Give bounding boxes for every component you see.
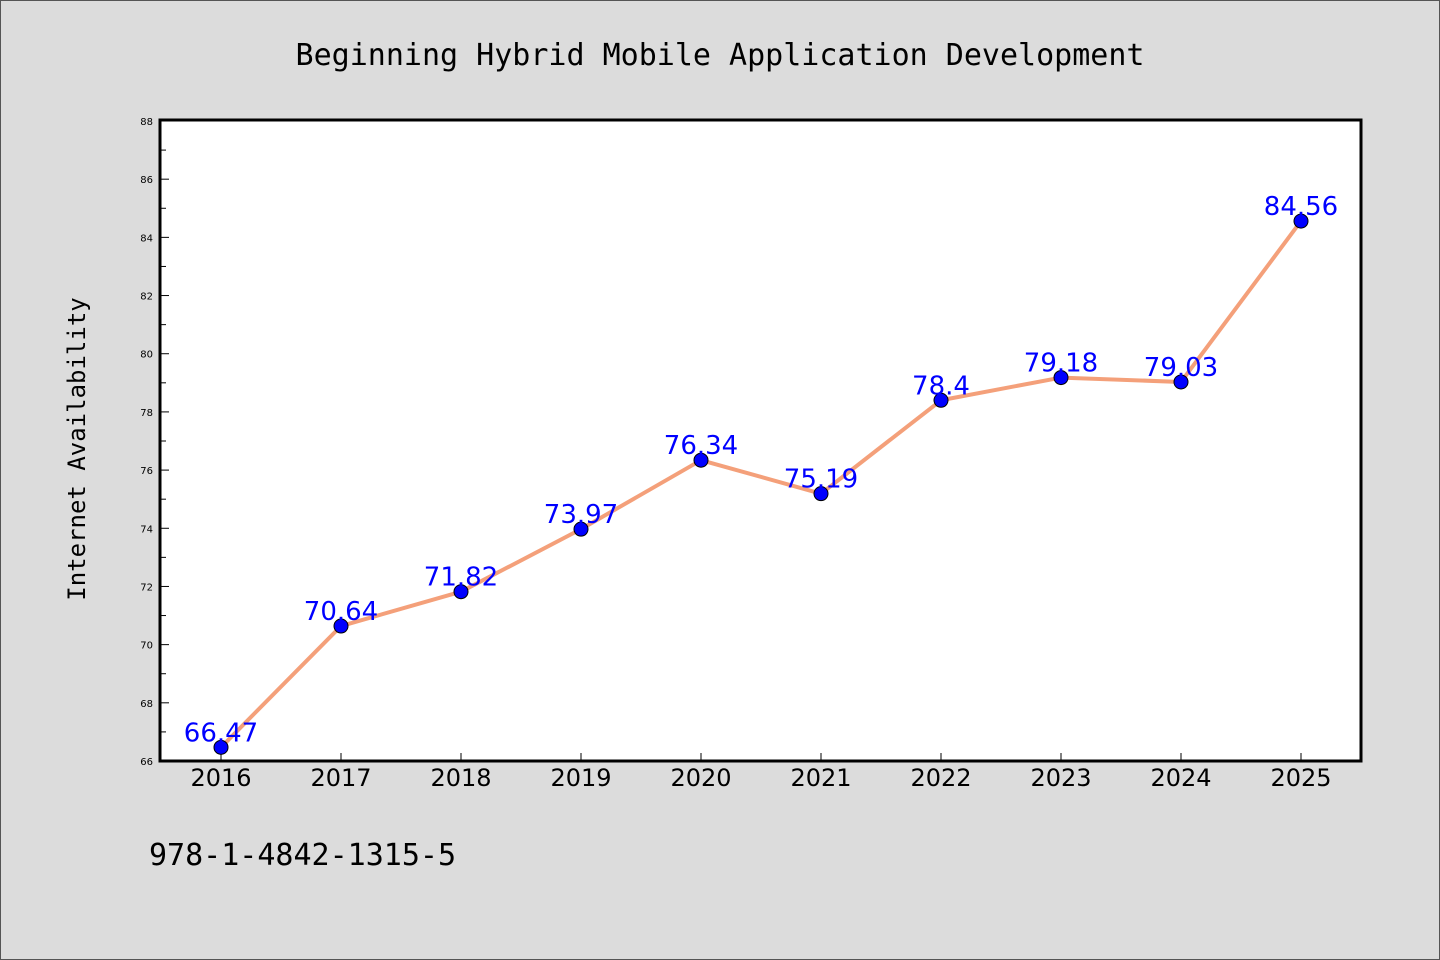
data-point [573, 521, 589, 537]
y-tick-label: 66 [140, 757, 153, 768]
data-label: 78.4 [912, 371, 970, 401]
y-tick-label: 82 [140, 292, 153, 303]
x-tick-label: 2024 [1150, 764, 1211, 792]
x-tick-label: 2022 [910, 764, 971, 792]
y-tick-label: 88 [140, 117, 153, 128]
y-tick-label: 72 [140, 582, 153, 593]
data-label: 79.03 [1144, 353, 1218, 383]
y-axis-ticks: 66 68 70 72 74 76 78 80 82 84 86 88 [140, 117, 169, 768]
data-point [1293, 213, 1309, 229]
x-tick-label: 2017 [310, 764, 371, 792]
x-tick-label: 2020 [670, 764, 731, 792]
y-tick-label: 76 [140, 466, 153, 477]
data-label: 76.34 [664, 431, 738, 461]
y-tick-label: 78 [140, 408, 153, 419]
data-point [1053, 370, 1069, 386]
series-line [219, 219, 1303, 749]
data-series: 66.47 70.64 71.82 73.97 76.34 75.19 78.4 79.18 7… [184, 192, 1338, 755]
chart-title: Beginning Hybrid Mobile Application Deve… [296, 38, 1145, 73]
data-label: 79.18 [1024, 349, 1098, 379]
data-point [453, 584, 469, 600]
data-label: 84.56 [1264, 192, 1338, 222]
y-tick-label: 68 [140, 699, 153, 710]
data-point [213, 739, 229, 755]
x-tick-label: 2016 [190, 764, 251, 792]
plot-area [158, 118, 1363, 763]
x-tick-label: 2019 [550, 764, 611, 792]
data-point [333, 618, 349, 634]
y-tick-label: 70 [140, 641, 153, 652]
x-tick-label: 2023 [1030, 764, 1091, 792]
y-tick-label: 80 [140, 350, 153, 361]
data-point [693, 452, 709, 468]
data-point [813, 486, 829, 502]
data-label: 66.47 [184, 718, 258, 748]
x-axis-ticks: 2016 2017 2018 2019 2020 2021 2022 2023 2024 2025 [190, 753, 1332, 792]
x-tick-label: 2021 [790, 764, 851, 792]
x-tick-label: 2018 [430, 764, 491, 792]
data-label: 70.64 [304, 597, 378, 627]
y-tick-label: 86 [140, 175, 153, 186]
data-label: 73.97 [544, 500, 618, 530]
y-tick-label: 74 [140, 524, 153, 535]
y-axis-label: Internet Availability [63, 297, 91, 600]
data-point [1173, 374, 1189, 390]
x-tick-label: 2025 [1270, 764, 1331, 792]
y-tick-label: 84 [140, 233, 153, 244]
data-label: 75.19 [784, 465, 858, 495]
isbn-footer: 978-1-4842-1315-5 [149, 838, 456, 873]
data-label: 71.82 [424, 563, 498, 593]
data-point [933, 392, 949, 408]
